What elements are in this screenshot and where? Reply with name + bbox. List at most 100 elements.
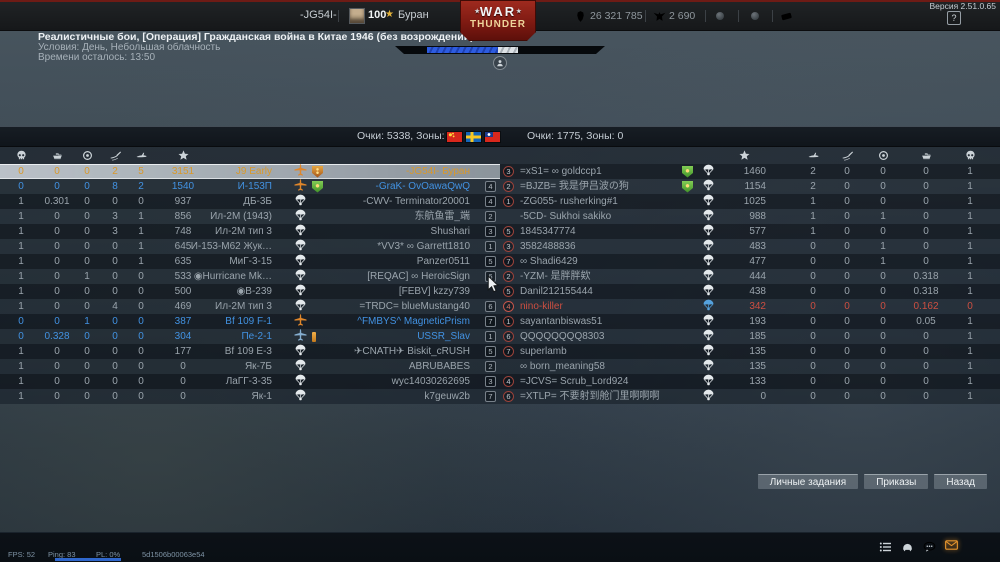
scoreboard-row[interactable]: 0 0.328 0 0 0 304 Пе-2-1 USSR_Slav 1 6 QQQQQQQQ830…: [0, 329, 1000, 344]
scoreboard-row[interactable]: 1 0 0 3 1 856 Ил-2М (1943) 东航鱼雷_端 2 -5CD- Sukhoi …: [0, 209, 1000, 224]
squad-badge: 2: [485, 211, 496, 222]
battle-progress-bar: [395, 46, 605, 54]
stat-value: 1: [967, 241, 973, 252]
plane-icon: [288, 329, 312, 344]
score-value: 1460: [743, 166, 766, 177]
scoreboard-rows: 0 0 0 2 5 3151 J9 Early -JG54I- Буран 3 =xS1= ∞ g…: [0, 164, 1000, 404]
parachute-icon: [288, 359, 312, 374]
scoreboard-row[interactable]: 0 0 1 0 0 387 Bf 109 F-1 ^FMBYS^ MagneticPrism 7…: [0, 314, 1000, 329]
vehicle-name: И-153-М62 Жук…: [190, 241, 272, 252]
help-button[interactable]: ?: [947, 11, 961, 25]
player-name: =BJZB= 我是伊吕波の狗: [520, 181, 629, 192]
battle-log-icon[interactable]: [879, 541, 892, 553]
parachute-icon: [696, 299, 720, 314]
stat-value: 1: [810, 211, 816, 222]
scoreboard-row[interactable]: 0 0 0 2 5 3151 J9 Early -JG54I- Буран 3 =xS1= ∞ g…: [0, 164, 1000, 179]
action-buttons: Личные задания Приказы Назад: [757, 474, 987, 489]
vehicle-name: Як-7Б: [244, 361, 272, 372]
tickets-icon[interactable]: [780, 10, 793, 23]
player-name: ∞ born_meaning58: [520, 361, 605, 372]
stat-value: 1: [967, 361, 973, 372]
stat-value: 0: [844, 211, 850, 222]
score-column-icon: [722, 147, 766, 164]
scoreboard-row[interactable]: 1 0 0 4 0 469 Ил-2М тип 3 =TRDC= blueMustang40 6…: [0, 299, 1000, 314]
stat-value: 0: [138, 376, 144, 387]
scoreboard-row[interactable]: 1 0 0 3 1 748 Ил-2М тип 3 Shushari 3 5 1845347774 5…: [0, 224, 1000, 239]
scoreboard-row[interactable]: 1 0 0 0 0 500 ◉B-239 [FEBV] kzzy739 5 Danil212155…: [0, 284, 1000, 299]
squad-badge: 5: [503, 286, 514, 297]
stat-value: 0: [54, 391, 60, 402]
stat-value: 0: [923, 226, 929, 237]
stat-value: 0: [923, 181, 929, 192]
parachute-icon: [696, 239, 720, 254]
stat-value: 0: [138, 346, 144, 357]
stat-value: 0: [923, 241, 929, 252]
scoreboard-row[interactable]: 1 0 0 0 0 0 ЛаГГ-3-35 wyc14030262695 3 4 =JCVS= Sc…: [0, 374, 1000, 389]
stat-value: 0: [880, 286, 886, 297]
squad-badge: 3: [503, 241, 514, 252]
score-value: 477: [749, 256, 766, 267]
scoreboard-row[interactable]: 1 0 0 0 1 645 И-153-М62 Жук… *VV3* ∞ Garrett181…: [0, 239, 1000, 254]
stat-value: 8: [112, 181, 118, 192]
scoreboard-row[interactable]: 1 0.301 0 0 0 937 ДБ-3Б -CWV- Terminator20001 4 1…: [0, 194, 1000, 209]
squad-badge: 2: [503, 271, 514, 282]
scoreboard-row[interactable]: 1 0 1 0 0 533 ◉Hurricane Mk… [REQAC] ∞ HeroicSi…: [0, 269, 1000, 284]
stat-value: 1: [967, 256, 973, 267]
stat-value: 0: [844, 196, 850, 207]
stat-value: 0: [923, 166, 929, 177]
stat-value: 1: [967, 346, 973, 357]
orders-button[interactable]: Приказы: [864, 474, 929, 489]
avatar[interactable]: [349, 8, 365, 24]
scoreboard-row[interactable]: 1 0 0 0 0 177 Bf 109 E-3 ✈CNATH✈ Biskit_cRUSH 5 7…: [0, 344, 1000, 359]
stat-value: 0: [18, 166, 24, 177]
score-value: 133: [749, 376, 766, 387]
war-thunder-logo: WAR THUNDER: [460, 0, 536, 41]
crew-helmet-icon[interactable]: [901, 541, 914, 553]
stat-value: 0.301: [44, 196, 70, 207]
stat-value: 1: [880, 211, 886, 222]
stat-value: 0: [54, 346, 60, 357]
spectator-icon[interactable]: [493, 56, 507, 70]
personal-tasks-button[interactable]: Личные задания: [757, 474, 859, 489]
rank-shield-icon: [312, 165, 323, 178]
scoreboard-row[interactable]: 1 0 0 0 0 0 Як-1 k7geuw2b 7 6 =XTLP= 不要射到舱门里啊啊啊 0 0 0…: [0, 389, 1000, 404]
stat-value: 2: [138, 181, 144, 192]
player-name: *VV3* ∞ Garrett1810: [377, 241, 470, 252]
stat-value: 0: [112, 196, 118, 207]
stat-value: 0: [54, 256, 60, 267]
score-value: 135: [749, 346, 766, 357]
stat-value: 1: [18, 211, 24, 222]
scoreboard-row[interactable]: 1 0 0 0 1 635 МиГ-3-15 Panzer0511 5 7 ∞ Shadi6429 4…: [0, 254, 1000, 269]
scoreboard-panel: Очки: 5338, Зоны: 0 Очки: 1775, Зоны: 0 …: [0, 126, 1000, 404]
progress-neutral-segment: [498, 47, 518, 53]
squad-badge: 4: [485, 196, 496, 207]
resource-orb-icon[interactable]: [751, 12, 759, 20]
player-name: superlamb: [520, 346, 567, 357]
mail-icon[interactable]: [945, 538, 958, 556]
resource-orb-icon[interactable]: [716, 12, 724, 20]
stat-value: 0: [810, 256, 816, 267]
chat-indicator: [55, 558, 121, 561]
player-name: wyc14030262695: [391, 376, 470, 387]
stat-value: 0: [923, 346, 929, 357]
chat-icon[interactable]: [923, 541, 936, 553]
divider: [338, 10, 339, 22]
bottom-bar: FPS: 52 Ping: 83 PL: 0% 5d1506b00063e54: [0, 532, 1000, 562]
squad-badge: 3: [503, 166, 514, 177]
scoreboard-row[interactable]: 0 0 0 8 2 1540 И-153П -GraK- OvOawaQwQ 4 2 =BJZB= …: [0, 179, 1000, 194]
stat-value: 0: [810, 361, 816, 372]
parachute-icon: [696, 359, 720, 374]
squad-badge: 2: [503, 181, 514, 192]
stat-value: 0: [810, 271, 816, 282]
scoreboard-row[interactable]: 1 0 0 0 0 0 Як-7Б ABRUBABES 2 ∞ born_meaning58 135…: [0, 359, 1000, 374]
back-button[interactable]: Назад: [934, 474, 987, 489]
score-value: 304: [174, 331, 192, 342]
score-value: 748: [174, 226, 192, 237]
stat-value: 0: [923, 211, 929, 222]
stat-value: 1: [880, 241, 886, 252]
player-name: USSR_Slav: [417, 331, 470, 342]
score-value: 0: [760, 391, 766, 402]
vehicle-name: ◉B-239: [236, 286, 272, 297]
vehicle-name: Ил-2М (1943): [210, 211, 272, 222]
